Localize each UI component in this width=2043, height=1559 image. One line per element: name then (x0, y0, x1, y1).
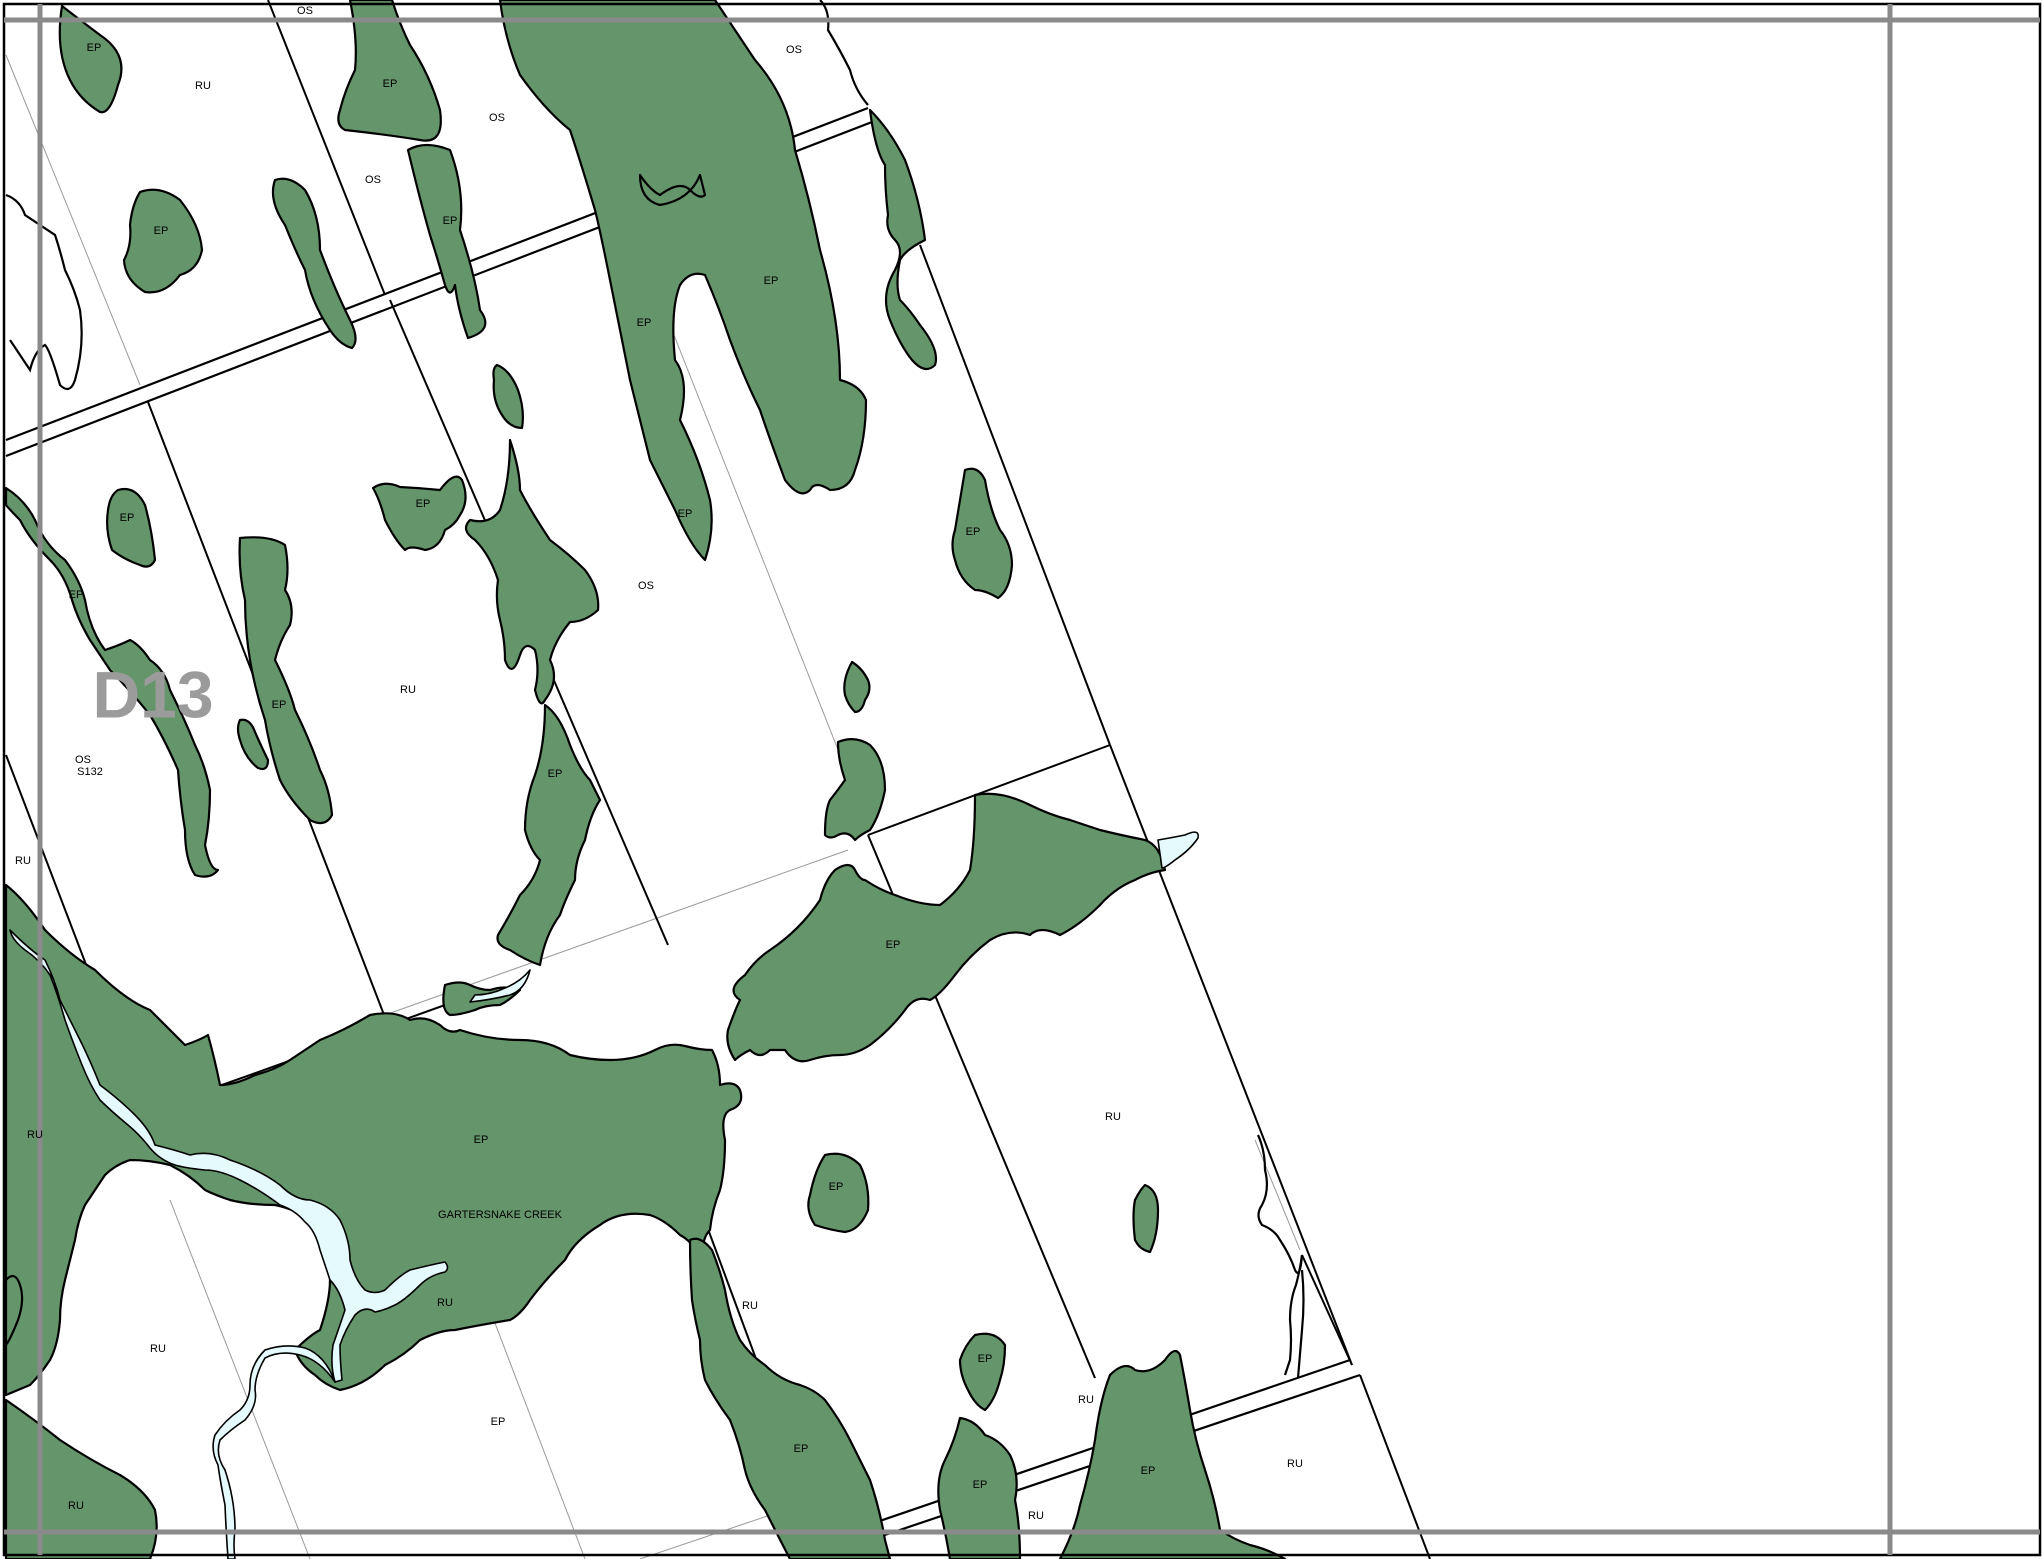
zone-label-ep: EP (637, 317, 652, 329)
zone-label-os: OS (638, 580, 654, 592)
zone-label-ru: RU (400, 684, 416, 696)
zone-label-ep: EP (794, 1443, 809, 1455)
zone-label-ep: EP (829, 1181, 844, 1193)
zone-label-ep: EP (886, 939, 901, 951)
zone-label-ru: RU (68, 1500, 84, 1512)
zone-label-ep: EP (383, 78, 398, 90)
zone-label-ru: RU (27, 1129, 43, 1141)
zone-label-s132: S132 (77, 766, 103, 778)
zone-label-ep: EP (678, 508, 693, 520)
zone-label-ep: EP (548, 768, 563, 780)
ep-areas (4, 0, 1287, 1559)
zone-label-ep: EP (491, 1416, 506, 1428)
zone-label-ep: EP (966, 526, 981, 538)
zone-label-os: OS (75, 754, 91, 766)
zone-label-ep: EP (69, 589, 84, 601)
zone-label-ru: RU (742, 1300, 758, 1312)
zone-label-ru: RU (1028, 1510, 1044, 1522)
zone-label-ep: EP (1141, 1465, 1156, 1477)
zone-label-ep: EP (443, 215, 458, 227)
zone-label-ep: EP (272, 699, 287, 711)
zone-label-ru: RU (150, 1343, 166, 1355)
zone-label-os: OS (365, 174, 381, 186)
zone-label-ru: RU (195, 80, 211, 92)
zone-label-os: OS (786, 44, 802, 56)
zone-label-ru: RU (1078, 1394, 1094, 1406)
zone-label-ep: EP (978, 1353, 993, 1365)
zone-label-os: OS (297, 5, 313, 17)
sheet-id-label: D13 (92, 657, 213, 731)
water-features (9, 831, 1200, 1559)
zone-label-ep: EP (416, 498, 431, 510)
zone-label-ep: EP (973, 1479, 988, 1491)
zone-label-ru: RU (1105, 1111, 1121, 1123)
zone-label-ep: EP (154, 225, 169, 237)
zone-label-ru: RU (437, 1297, 453, 1309)
zone-labels: OS EP RU EP OS OS OS EP EP EP EP EP EP E… (15, 5, 1303, 1522)
zone-label-ep: EP (87, 42, 102, 54)
zone-label-ep: EP (764, 275, 779, 287)
zone-label-ep: EP (120, 512, 135, 524)
zone-label-ep: EP (474, 1134, 489, 1146)
zone-label-ru: RU (15, 855, 31, 867)
creek-name-label: GARTERSNAKE CREEK (438, 1209, 563, 1221)
zone-label-ru: RU (1287, 1458, 1303, 1470)
zone-label-os: OS (489, 112, 505, 124)
